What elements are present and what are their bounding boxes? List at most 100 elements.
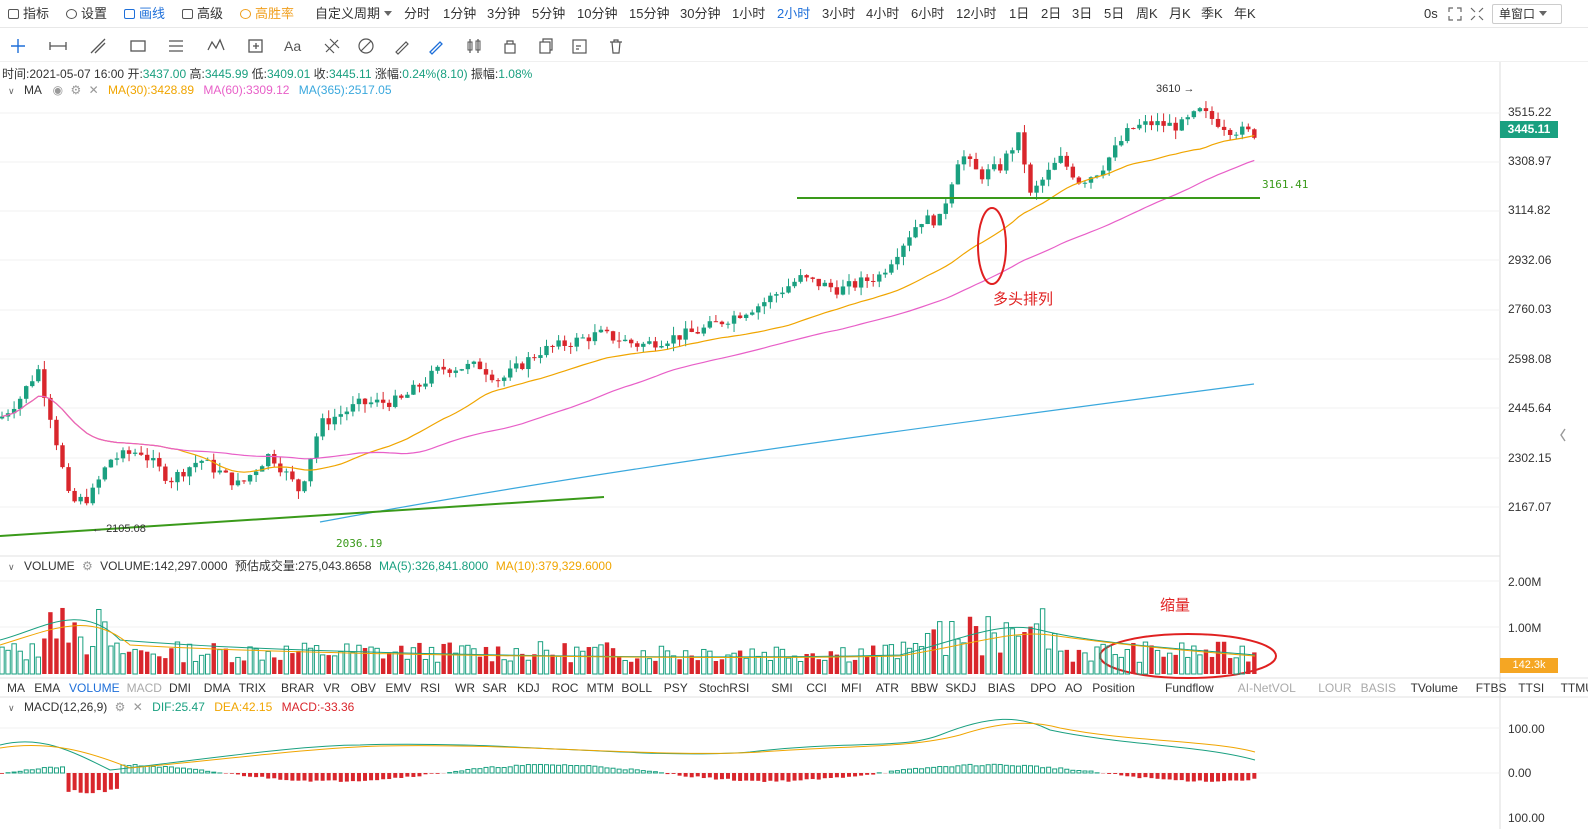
fibonacci-icon[interactable] <box>322 36 342 56</box>
indicator-tab-skdj[interactable]: SKDJ <box>945 681 977 695</box>
period-tab[interactable]: 分时 <box>404 6 431 21</box>
collapse-icon[interactable]: ∨ <box>8 562 15 572</box>
candle-style-icon[interactable] <box>464 36 484 56</box>
indicator-tab-dma[interactable]: DMA <box>203 681 231 695</box>
indicator-tab-vr[interactable]: VR <box>323 681 341 695</box>
indicator-tab-fundflow[interactable]: Fundflow <box>1165 681 1214 695</box>
period-tab[interactable]: 1日 <box>1009 6 1030 21</box>
indicator-tab-position[interactable]: Position <box>1092 681 1135 695</box>
indicator-tab-ai-netvol[interactable]: AI-NetVOL <box>1237 681 1296 695</box>
period-tab-active[interactable]: 2小时 <box>777 6 811 21</box>
period-tab[interactable]: 3分钟 <box>487 6 521 21</box>
indicator-tab-atr[interactable]: ATR <box>875 681 899 695</box>
indicator-tab-bbw[interactable]: BBW <box>910 681 938 695</box>
visibility-icon[interactable]: ◉ <box>52 83 64 97</box>
period-tab[interactable]: 季K <box>1201 6 1223 21</box>
measure-icon[interactable] <box>246 36 266 56</box>
indicator-tab-bias[interactable]: BIAS <box>987 681 1016 695</box>
crosshair-icon[interactable] <box>8 36 28 56</box>
indicator-tab-mfi[interactable]: MFI <box>841 681 862 695</box>
indicator-tab-ao[interactable]: AO <box>1065 681 1083 695</box>
indicator-tab-macd[interactable]: MACD <box>126 681 162 695</box>
candle-body <box>1022 132 1027 165</box>
period-tab[interactable]: 周K <box>1136 6 1158 21</box>
period-tab[interactable]: 15分钟 <box>629 6 670 21</box>
period-tab[interactable]: 5分钟 <box>532 6 566 21</box>
volume-bar <box>725 654 731 675</box>
indicator-tab-cci[interactable]: CCI <box>806 681 827 695</box>
edit-icon[interactable] <box>570 36 590 56</box>
indicator-tab-smi[interactable]: SMI <box>771 681 793 695</box>
advanced-button[interactable]: 高级 <box>182 6 223 22</box>
period-tab[interactable]: 2日 <box>1041 6 1062 21</box>
window-mode-dropdown[interactable]: 单窗口 <box>1492 4 1562 24</box>
indicator-tab-dmi[interactable]: DMI <box>169 681 191 695</box>
high-win-rate-button[interactable]: 高胜率 <box>240 6 294 22</box>
indicator-tab-emv[interactable]: EMV <box>385 681 412 695</box>
brush-icon[interactable] <box>392 36 412 56</box>
period-tab[interactable]: 30分钟 <box>680 6 721 21</box>
collapse-icon[interactable]: ∨ <box>8 703 15 713</box>
period-tab[interactable]: 5日 <box>1104 6 1125 21</box>
indicator-tab-wr[interactable]: WR <box>455 681 475 695</box>
close-icon[interactable]: ✕ <box>132 700 143 714</box>
indicator-tab-dpo[interactable]: DPO <box>1030 681 1057 695</box>
fullscreen-icon[interactable] <box>1448 7 1462 21</box>
settings-button[interactable]: 设置 <box>66 6 107 22</box>
settings-icon[interactable]: ⚙ <box>114 700 126 714</box>
indicator-tab-roc[interactable]: ROC <box>551 681 579 695</box>
period-tab[interactable]: 4小时 <box>866 6 900 21</box>
side-panel-toggle-icon[interactable] <box>1558 425 1568 445</box>
indicator-tab-kdj[interactable]: KDJ <box>517 681 540 695</box>
expand-icon[interactable] <box>1470 7 1484 21</box>
indicator-tab-volume[interactable]: VOLUME <box>69 681 120 695</box>
period-tab[interactable]: 6小时 <box>911 6 945 21</box>
rectangle-icon[interactable] <box>128 36 148 56</box>
indicator-tab-ttmu[interactable]: TTMU <box>1560 681 1588 695</box>
period-tab[interactable]: 年K <box>1234 6 1256 21</box>
settings-icon[interactable]: ⚙ <box>70 83 82 97</box>
indicator-tab-basis[interactable]: BASIS <box>1360 681 1396 695</box>
indicator-tab-ema[interactable]: EMA <box>34 681 61 695</box>
indicator-tab-lour[interactable]: LOUR <box>1318 681 1352 695</box>
close-icon[interactable]: ✕ <box>88 83 99 97</box>
period-tab[interactable]: 3小时 <box>822 6 856 21</box>
indicator-tab-obv[interactable]: OBV <box>350 681 376 695</box>
delete-icon[interactable] <box>606 36 626 56</box>
indicator-tab-ftbs[interactable]: FTBS <box>1475 681 1507 695</box>
horizontal-line-icon[interactable] <box>48 36 68 56</box>
indicator-tab-sar[interactable]: SAR <box>482 681 507 695</box>
lock-icon[interactable] <box>500 36 520 56</box>
period-tab[interactable]: 月K <box>1169 6 1191 21</box>
indicator-tab-mtm[interactable]: MTM <box>586 681 614 695</box>
indicator-tab-brar[interactable]: BRAR <box>281 681 315 695</box>
indicator-tab-stochrsi[interactable]: StochRSI <box>698 681 750 695</box>
macd-bar <box>652 771 658 774</box>
volume-bar <box>307 647 314 675</box>
indicator-tab-boll[interactable]: BOLL <box>621 681 653 695</box>
collapse-icon[interactable]: ∨ <box>8 86 15 96</box>
indicator-tab-psy[interactable]: PSY <box>663 681 688 695</box>
pattern-icon[interactable] <box>356 36 376 56</box>
indicator-tab-rsi[interactable]: RSI <box>420 681 441 695</box>
parallel-channel-icon[interactable] <box>166 36 186 56</box>
indicator-tab-ttsi[interactable]: TTSI <box>1518 681 1545 695</box>
period-tab[interactable]: 1小时 <box>732 6 766 21</box>
indicator-tab-trix[interactable]: TRIX <box>238 681 266 695</box>
highlight-icon[interactable] <box>426 36 446 56</box>
text-icon[interactable]: Aa <box>284 38 302 54</box>
indicator-tab-ma[interactable]: MA <box>7 681 25 695</box>
custom-period-dropdown[interactable]: 自定义周期 <box>315 6 393 22</box>
period-tab[interactable]: 1分钟 <box>443 6 477 21</box>
period-tab[interactable]: 3日 <box>1072 6 1093 21</box>
draw-line-button[interactable]: 画线 <box>124 6 165 22</box>
indicator-button[interactable]: 指标 <box>8 6 49 22</box>
settings-icon[interactable]: ⚙ <box>81 559 93 573</box>
trend-line-icon[interactable] <box>88 36 108 56</box>
period-tab[interactable]: 12小时 <box>956 6 997 21</box>
indicator-tab-tvolume[interactable]: TVolume <box>1410 681 1458 695</box>
period-tab[interactable]: 10分钟 <box>577 6 618 21</box>
copy-icon[interactable] <box>536 36 556 56</box>
wave-icon[interactable] <box>206 36 226 56</box>
candle-body <box>11 408 17 414</box>
